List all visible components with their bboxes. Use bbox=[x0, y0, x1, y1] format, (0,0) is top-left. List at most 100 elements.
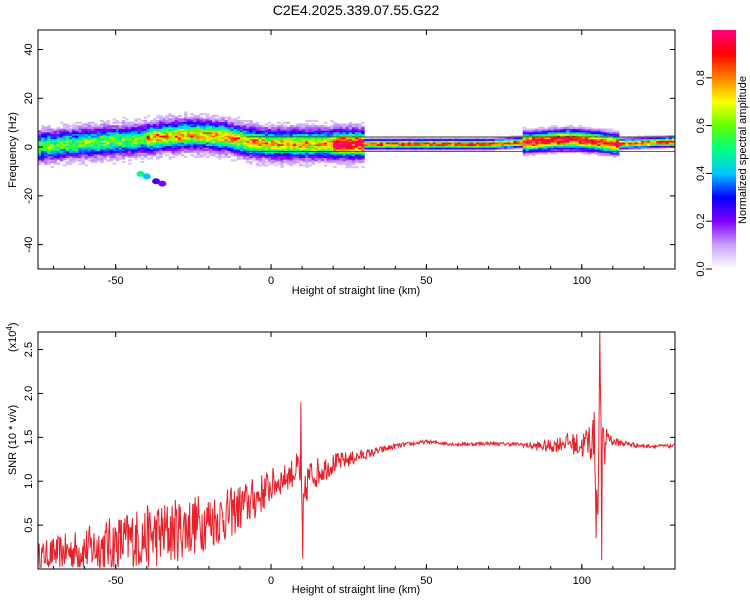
spectrogram-cell bbox=[317, 140, 322, 143]
spectrogram-cell bbox=[199, 123, 204, 126]
spectrogram-cell bbox=[174, 123, 179, 126]
spectrogram-cell bbox=[560, 145, 564, 148]
spectrogram-cell bbox=[323, 164, 328, 167]
spectrogram-cell bbox=[578, 131, 583, 135]
spectrogram-cell bbox=[252, 128, 256, 131]
spectrogram-cell bbox=[128, 159, 132, 162]
spectrogram-cell bbox=[236, 142, 241, 145]
spectrogram-cell bbox=[410, 143, 415, 146]
spectrogram-cell bbox=[159, 152, 163, 155]
spectrogram-cell bbox=[302, 137, 306, 140]
spectrogram-blob bbox=[158, 180, 167, 187]
spectrogram-cell bbox=[118, 121, 123, 124]
spectrogram-cell bbox=[62, 154, 67, 157]
spectrogram-cell bbox=[358, 126, 362, 129]
spectrogram-cell bbox=[115, 119, 120, 123]
spectrogram-cell bbox=[460, 143, 465, 146]
spectrogram-cell bbox=[271, 143, 275, 146]
spectrogram-cell bbox=[463, 149, 468, 152]
spectrogram-cell bbox=[584, 140, 589, 143]
spectrogram-cell bbox=[451, 137, 455, 140]
spectrogram-cell bbox=[93, 133, 98, 136]
spectrogram-cell bbox=[243, 130, 247, 133]
spectrogram-cell bbox=[628, 143, 632, 146]
spectrogram-cell bbox=[202, 152, 207, 155]
spectrogram-cell bbox=[333, 155, 337, 158]
spectrogram-cell bbox=[330, 154, 334, 157]
spectrogram-cell bbox=[171, 130, 176, 133]
spectrogram-cell bbox=[640, 147, 645, 150]
spectrogram-cell bbox=[230, 135, 235, 138]
spectrogram-cell bbox=[81, 131, 86, 135]
spectrogram-cell bbox=[420, 140, 424, 143]
spectrogram-cell bbox=[106, 128, 110, 131]
spectrogram-cell bbox=[81, 123, 86, 126]
spectrogram-cell bbox=[106, 133, 110, 136]
spectrogram-cell bbox=[522, 152, 527, 155]
spectrogram-cell bbox=[50, 150, 54, 153]
spectrogram-cell bbox=[109, 147, 113, 150]
spectrogram-cell bbox=[299, 123, 303, 126]
spectrogram-cell bbox=[361, 138, 365, 141]
spectrogram-cell bbox=[162, 140, 166, 143]
spectrogram-cell bbox=[420, 143, 424, 146]
spectrogram-cell bbox=[146, 133, 151, 136]
spectrogram-cell bbox=[597, 145, 601, 148]
spectrogram-cell bbox=[106, 137, 110, 140]
spectrogram-cell bbox=[233, 131, 238, 135]
spectrogram-cell bbox=[650, 143, 654, 146]
spectrogram-cell bbox=[597, 149, 601, 152]
spectrogram-cell bbox=[622, 145, 626, 148]
spectrogram-cell bbox=[485, 147, 489, 150]
spectrogram-cell bbox=[233, 125, 238, 128]
spectrogram-cell bbox=[376, 142, 381, 145]
spectrogram-cell bbox=[233, 137, 238, 140]
spectrogram-cell bbox=[69, 135, 73, 138]
spectrogram-cell bbox=[258, 149, 263, 152]
spectrogram-cell bbox=[190, 126, 194, 129]
spectrogram-cell bbox=[56, 154, 61, 157]
spectrogram-cell bbox=[622, 140, 626, 143]
spectrogram-cell bbox=[358, 131, 362, 135]
spectrogram-cell bbox=[125, 142, 129, 145]
spectrogram-cell bbox=[249, 149, 253, 152]
spectrogram-cell bbox=[121, 128, 126, 131]
spectrogram-cell bbox=[342, 162, 347, 165]
spectrogram-cell bbox=[342, 128, 347, 131]
spectrogram-cell bbox=[379, 145, 384, 148]
spectrogram-cell bbox=[584, 126, 589, 129]
spectrogram-cell bbox=[404, 142, 409, 145]
spectrogram-cell bbox=[488, 147, 493, 150]
spectrogram-cell bbox=[351, 166, 356, 169]
spectrogram-cell bbox=[479, 149, 483, 152]
spectrogram-cell bbox=[115, 125, 120, 128]
spectrogram-cell bbox=[497, 140, 502, 143]
spectrogram-cell bbox=[215, 147, 219, 150]
spectrogram-cell bbox=[137, 138, 141, 141]
spectrogram-cell bbox=[112, 154, 117, 157]
spectrogram-cell bbox=[140, 130, 145, 133]
spectrogram-cell bbox=[78, 154, 82, 157]
spectrogram-cell bbox=[199, 154, 204, 157]
spectrogram-cell bbox=[202, 143, 207, 146]
spectrogram-cell bbox=[208, 133, 213, 136]
spectrogram-cell bbox=[62, 150, 67, 153]
spectrogram-cell bbox=[224, 123, 228, 126]
spectrogram-cell bbox=[215, 150, 219, 153]
spectrogram-cell bbox=[41, 160, 45, 164]
spectrogram-cell bbox=[612, 131, 617, 135]
spectrogram-cell bbox=[199, 128, 204, 131]
spectrogram-cell bbox=[156, 125, 160, 128]
spectrogram-cell bbox=[358, 145, 362, 148]
spectrogram-cell bbox=[53, 145, 58, 148]
spectrogram-cell bbox=[103, 133, 107, 136]
spectrogram-cell bbox=[550, 130, 555, 133]
spectrogram-cell bbox=[274, 152, 278, 155]
spectrogram-cell bbox=[500, 145, 505, 148]
spectrogram-cell bbox=[597, 147, 601, 150]
spectrogram-cell bbox=[131, 145, 135, 148]
spectrogram-cell bbox=[488, 149, 493, 152]
spectrogram-cell bbox=[97, 140, 101, 143]
spectrogram-cell bbox=[227, 152, 232, 155]
spectrogram-cell bbox=[128, 125, 132, 128]
